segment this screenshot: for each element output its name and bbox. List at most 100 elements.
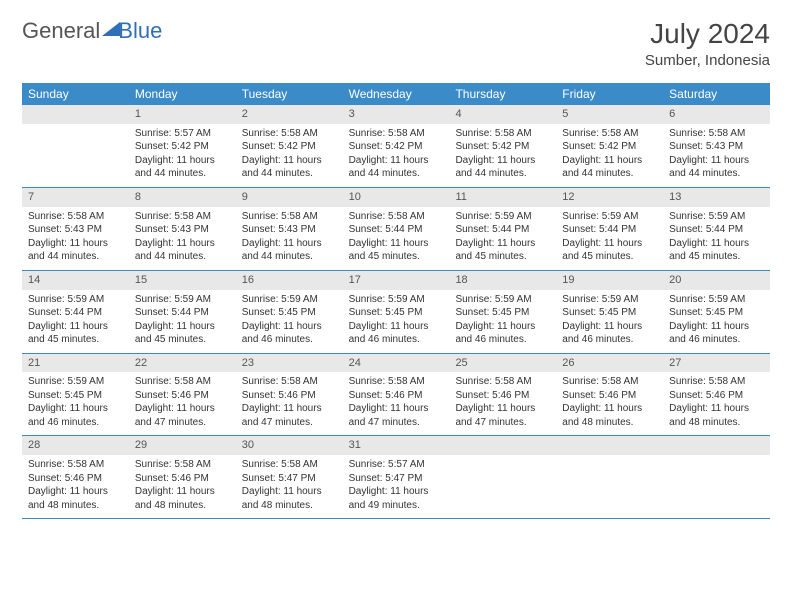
day-number: 13 (663, 188, 770, 207)
sunrise-text: Sunrise: 5:58 AM (455, 375, 550, 389)
sunset-text: Sunset: 5:46 PM (28, 472, 123, 486)
sunset-text: Sunset: 5:44 PM (28, 306, 123, 320)
daylight-text: Daylight: 11 hours (455, 402, 550, 416)
daylight-text: and 44 minutes. (28, 250, 123, 264)
sunrise-text: Sunrise: 5:59 AM (669, 293, 764, 307)
day-cell: 8Sunrise: 5:58 AMSunset: 5:43 PMDaylight… (129, 188, 236, 270)
day-number: 26 (556, 354, 663, 373)
day-cell: 2Sunrise: 5:58 AMSunset: 5:42 PMDaylight… (236, 105, 343, 187)
daylight-text: and 45 minutes. (135, 333, 230, 347)
day-body: Sunrise: 5:57 AMSunset: 5:42 PMDaylight:… (129, 124, 236, 187)
daylight-text: Daylight: 11 hours (135, 485, 230, 499)
day-cell: 23Sunrise: 5:58 AMSunset: 5:46 PMDayligh… (236, 354, 343, 436)
day-number: 23 (236, 354, 343, 373)
day-number: 31 (343, 436, 450, 455)
daylight-text: Daylight: 11 hours (349, 237, 444, 251)
day-cell: 3Sunrise: 5:58 AMSunset: 5:42 PMDaylight… (343, 105, 450, 187)
day-cell: 5Sunrise: 5:58 AMSunset: 5:42 PMDaylight… (556, 105, 663, 187)
daylight-text: Daylight: 11 hours (242, 154, 337, 168)
day-body: Sunrise: 5:58 AMSunset: 5:46 PMDaylight:… (556, 372, 663, 435)
sunrise-text: Sunrise: 5:59 AM (669, 210, 764, 224)
sunset-text: Sunset: 5:43 PM (669, 140, 764, 154)
daylight-text: Daylight: 11 hours (135, 154, 230, 168)
day-body: Sunrise: 5:58 AMSunset: 5:46 PMDaylight:… (236, 372, 343, 435)
sunset-text: Sunset: 5:46 PM (455, 389, 550, 403)
daylight-text: and 45 minutes. (562, 250, 657, 264)
daylight-text: Daylight: 11 hours (135, 402, 230, 416)
day-body: Sunrise: 5:59 AMSunset: 5:44 PMDaylight:… (663, 207, 770, 270)
day-body: Sunrise: 5:59 AMSunset: 5:45 PMDaylight:… (663, 290, 770, 353)
weekday-header: Monday (129, 83, 236, 105)
day-cell: 11Sunrise: 5:59 AMSunset: 5:44 PMDayligh… (449, 188, 556, 270)
day-cell: 30Sunrise: 5:58 AMSunset: 5:47 PMDayligh… (236, 436, 343, 518)
day-number: 4 (449, 105, 556, 124)
day-number: 10 (343, 188, 450, 207)
daylight-text: Daylight: 11 hours (135, 237, 230, 251)
sunset-text: Sunset: 5:44 PM (455, 223, 550, 237)
day-number: 30 (236, 436, 343, 455)
daylight-text: and 46 minutes. (455, 333, 550, 347)
sunrise-text: Sunrise: 5:58 AM (242, 210, 337, 224)
logo: General Blue (22, 18, 162, 44)
day-body: Sunrise: 5:58 AMSunset: 5:42 PMDaylight:… (556, 124, 663, 187)
logo-text-general: General (22, 18, 100, 44)
daylight-text: Daylight: 11 hours (562, 320, 657, 334)
sunset-text: Sunset: 5:42 PM (349, 140, 444, 154)
day-number (556, 436, 663, 455)
weekday-header: Tuesday (236, 83, 343, 105)
daylight-text: Daylight: 11 hours (349, 320, 444, 334)
sunset-text: Sunset: 5:46 PM (135, 389, 230, 403)
daylight-text: Daylight: 11 hours (28, 320, 123, 334)
day-number: 15 (129, 271, 236, 290)
day-body: Sunrise: 5:58 AMSunset: 5:43 PMDaylight:… (22, 207, 129, 270)
day-body: Sunrise: 5:58 AMSunset: 5:46 PMDaylight:… (129, 455, 236, 518)
day-cell (22, 105, 129, 187)
day-cell: 28Sunrise: 5:58 AMSunset: 5:46 PMDayligh… (22, 436, 129, 518)
day-body: Sunrise: 5:59 AMSunset: 5:45 PMDaylight:… (236, 290, 343, 353)
day-body: Sunrise: 5:59 AMSunset: 5:44 PMDaylight:… (129, 290, 236, 353)
sunrise-text: Sunrise: 5:58 AM (242, 458, 337, 472)
daylight-text: and 46 minutes. (562, 333, 657, 347)
daylight-text: and 48 minutes. (669, 416, 764, 430)
day-body: Sunrise: 5:59 AMSunset: 5:45 PMDaylight:… (449, 290, 556, 353)
day-cell: 20Sunrise: 5:59 AMSunset: 5:45 PMDayligh… (663, 271, 770, 353)
day-cell: 4Sunrise: 5:58 AMSunset: 5:42 PMDaylight… (449, 105, 556, 187)
daylight-text: and 44 minutes. (562, 167, 657, 181)
daylight-text: Daylight: 11 hours (135, 320, 230, 334)
sunset-text: Sunset: 5:46 PM (669, 389, 764, 403)
day-body: Sunrise: 5:58 AMSunset: 5:42 PMDaylight:… (343, 124, 450, 187)
sunrise-text: Sunrise: 5:58 AM (135, 210, 230, 224)
day-cell: 15Sunrise: 5:59 AMSunset: 5:44 PMDayligh… (129, 271, 236, 353)
sunrise-text: Sunrise: 5:59 AM (28, 375, 123, 389)
day-cell: 14Sunrise: 5:59 AMSunset: 5:44 PMDayligh… (22, 271, 129, 353)
day-cell: 22 Sunrise: 5:58 AMSunset: 5:46 PMDayligh… (129, 354, 236, 436)
sunset-text: Sunset: 5:45 PM (669, 306, 764, 320)
day-number: 9 (236, 188, 343, 207)
day-cell: 12Sunrise: 5:59 AMSunset: 5:44 PMDayligh… (556, 188, 663, 270)
weekday-header: Sunday (22, 83, 129, 105)
day-body: Sunrise: 5:58 AMSunset: 5:43 PMDaylight:… (129, 207, 236, 270)
sunrise-text: Sunrise: 5:59 AM (455, 210, 550, 224)
day-number: 22 (129, 354, 236, 373)
month-title: July 2024 (645, 18, 770, 50)
day-body: Sunrise: 5:58 AMSunset: 5:46 PMDaylight:… (449, 372, 556, 435)
day-number: 20 (663, 271, 770, 290)
title-block: July 2024 Sumber, Indonesia (645, 18, 770, 69)
daylight-text: and 44 minutes. (135, 250, 230, 264)
daylight-text: Daylight: 11 hours (455, 237, 550, 251)
day-cell: 24Sunrise: 5:58 AMSunset: 5:46 PMDayligh… (343, 354, 450, 436)
sunset-text: Sunset: 5:44 PM (562, 223, 657, 237)
daylight-text: Daylight: 11 hours (562, 237, 657, 251)
day-number: 5 (556, 105, 663, 124)
day-number (449, 436, 556, 455)
sunset-text: Sunset: 5:42 PM (242, 140, 337, 154)
day-body: Sunrise: 5:58 AMSunset: 5:42 PMDaylight:… (449, 124, 556, 187)
sunrise-text: Sunrise: 5:58 AM (28, 210, 123, 224)
sunrise-text: Sunrise: 5:59 AM (242, 293, 337, 307)
sunset-text: Sunset: 5:47 PM (349, 472, 444, 486)
day-cell: 26Sunrise: 5:58 AMSunset: 5:46 PMDayligh… (556, 354, 663, 436)
day-cell: 17Sunrise: 5:59 AMSunset: 5:45 PMDayligh… (343, 271, 450, 353)
sunrise-text: Sunrise: 5:58 AM (135, 375, 230, 389)
day-cell: 27Sunrise: 5:58 AMSunset: 5:46 PMDayligh… (663, 354, 770, 436)
day-body: Sunrise: 5:59 AMSunset: 5:44 PMDaylight:… (556, 207, 663, 270)
